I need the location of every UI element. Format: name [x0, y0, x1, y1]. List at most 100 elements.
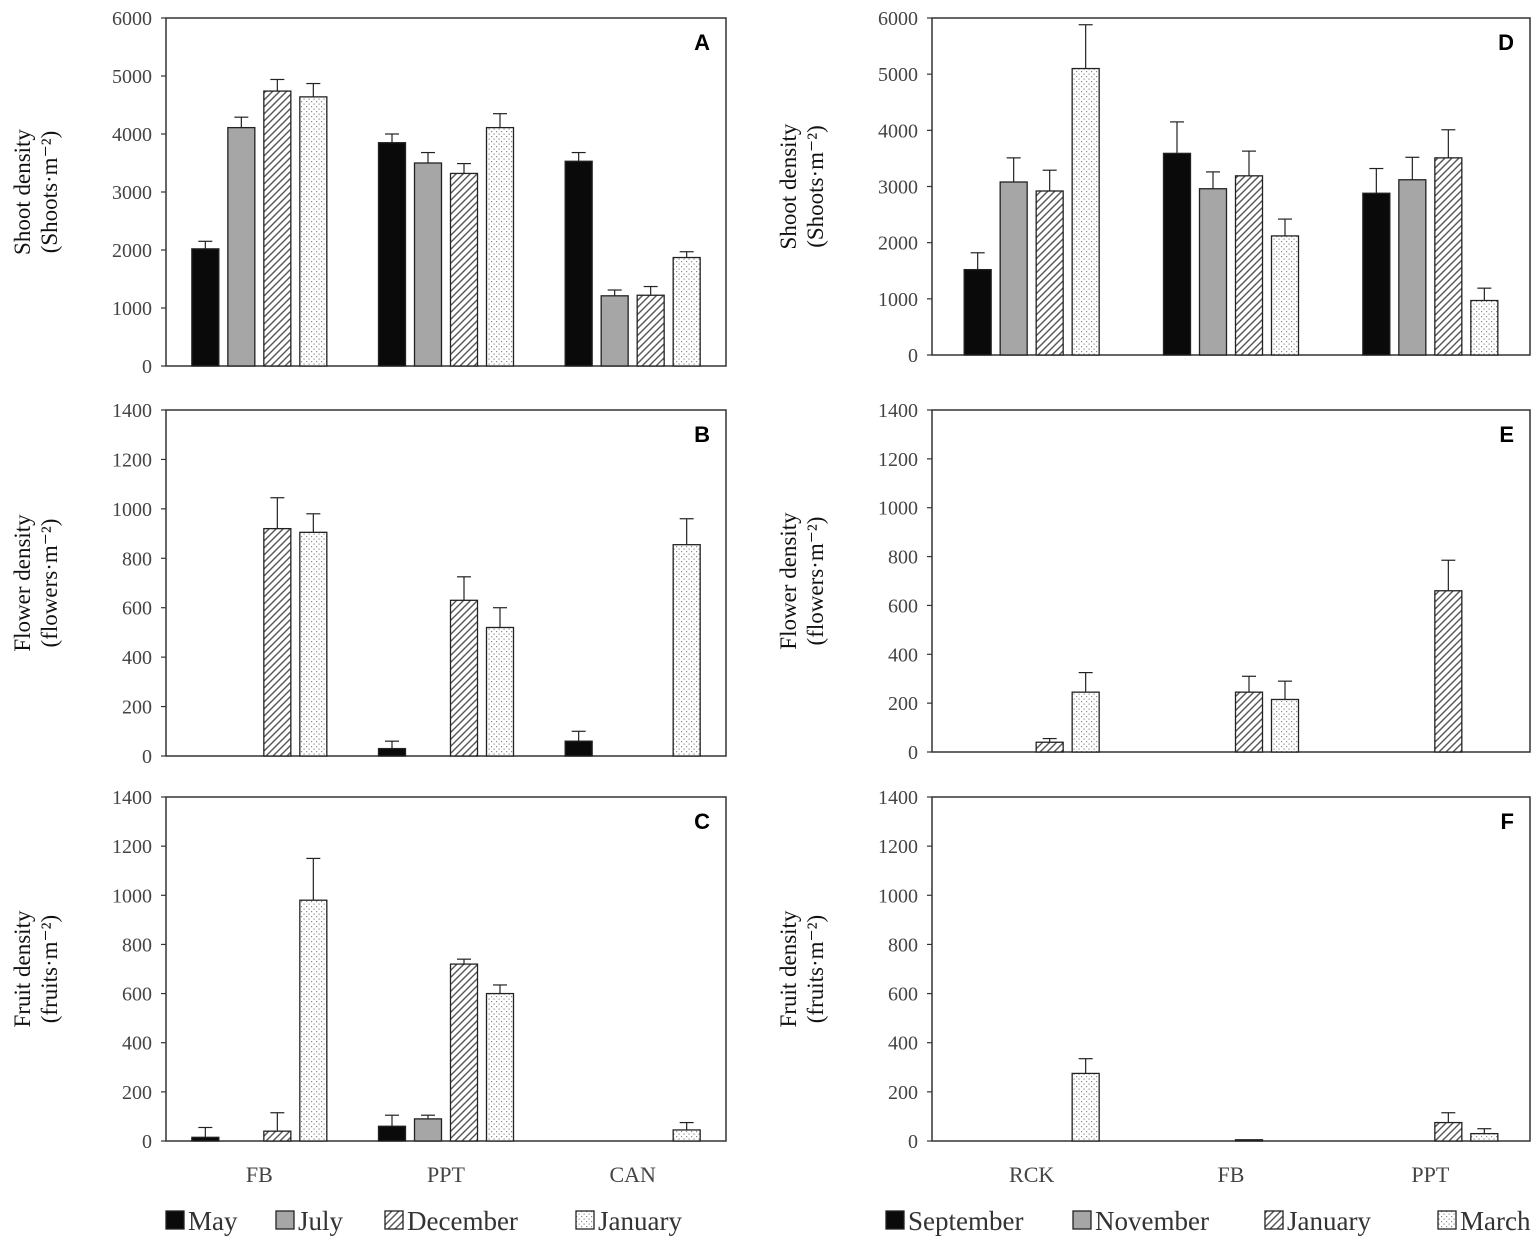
- legend-swatch-january: [575, 1210, 595, 1230]
- bar-fb-january: [1234, 1139, 1264, 1142]
- bar-can-january: [672, 544, 701, 757]
- y-tick-label: 200: [122, 1082, 152, 1104]
- bar-fb-september: [1162, 152, 1192, 356]
- y-tick-label: 0: [142, 1131, 152, 1153]
- y-tick-label: 1200: [112, 449, 152, 471]
- y-tick-label: 0: [908, 742, 918, 764]
- panel-letter: A: [694, 30, 710, 55]
- bar-ppt-january: [1434, 1121, 1463, 1142]
- y-tick-label: 1400: [878, 787, 918, 809]
- y-tick-label: 600: [122, 598, 152, 620]
- bar-ppt-may: [377, 142, 407, 367]
- y-tick-label: 4000: [878, 120, 918, 142]
- y-tick-label: 0: [142, 746, 152, 768]
- legend-label-december: December: [407, 1206, 518, 1236]
- bar-ppt-january: [1434, 590, 1463, 753]
- legend-swatch-march: [1437, 1210, 1457, 1230]
- bar-fb-march: [1270, 698, 1300, 753]
- legend-2: September November January March: [885, 1206, 1531, 1236]
- legend-swatch-september: [885, 1210, 905, 1230]
- y-axis-unit-label: (Shoots·m⁻²): [37, 131, 62, 254]
- bar-ppt-may: [377, 747, 407, 757]
- bar-fb-december: [263, 1130, 292, 1142]
- y-axis-label: Flower density: [776, 512, 801, 650]
- bar-fb-july: [227, 126, 256, 367]
- y-tick-label: 2000: [878, 233, 918, 255]
- x-category-label: FB: [1218, 1162, 1245, 1187]
- bar-ppt-may: [377, 1125, 407, 1142]
- bar-ppt-september: [1362, 192, 1391, 356]
- legend-swatch-november: [1072, 1210, 1092, 1230]
- bar-fb-december: [263, 90, 292, 367]
- y-tick-label: 200: [888, 1082, 918, 1104]
- panel-e: 0 200 400 600 800 1000 1200 1400 Flower density(…: [776, 400, 1531, 764]
- bar-fb-january: [1234, 175, 1264, 356]
- y-tick-label: 1400: [112, 787, 152, 809]
- bar-rck-january: [1035, 190, 1064, 356]
- y-tick-label: 1200: [878, 449, 918, 471]
- y-tick-label: 400: [122, 647, 152, 669]
- y-axis-unit-label: (fruits·m⁻²): [37, 915, 62, 1023]
- panel-letter: B: [694, 422, 710, 447]
- bar-rck-march: [1071, 67, 1100, 356]
- y-axis-label: Fruit density: [10, 910, 35, 1027]
- y-axis-unit-label: (flowers·m⁻²): [37, 519, 62, 648]
- bar-fb-january: [299, 96, 328, 367]
- y-tick-label: 400: [888, 644, 918, 666]
- bar-ppt-july: [413, 1118, 443, 1142]
- bar-ppt-january: [485, 626, 515, 757]
- panel-f: 0 200 400 600 800 1000 1200 1400 Fruit density (f…: [776, 787, 1531, 1187]
- legend-swatch-july: [275, 1210, 295, 1230]
- y-tick-label: 1200: [112, 836, 152, 858]
- bar-fb-march: [1270, 235, 1300, 356]
- y-tick-label: 400: [122, 1033, 152, 1055]
- bar-fb-november: [1198, 188, 1228, 356]
- y-tick-label: 5000: [112, 66, 152, 88]
- y-tick-label: 1400: [112, 400, 152, 422]
- legend-swatch-may: [165, 1210, 185, 1230]
- y-tick-label: 0: [908, 345, 918, 367]
- legend-label-january: January: [598, 1206, 682, 1236]
- bar-can-january: [672, 256, 701, 367]
- bar-rck-november: [999, 181, 1028, 356]
- bar-can-may: [564, 740, 593, 757]
- bar-ppt-january: [485, 126, 515, 367]
- legend-label-march: March: [1460, 1206, 1531, 1236]
- y-tick-label: 400: [888, 1033, 918, 1055]
- y-tick-label: 1000: [112, 298, 152, 320]
- bar-ppt-march: [1470, 1132, 1499, 1142]
- plot-frame: [931, 796, 1531, 1142]
- y-tick-label: 800: [888, 934, 918, 956]
- y-axis-unit-label: (flowers·m⁻²): [803, 517, 828, 646]
- bar-fb-may: [191, 248, 220, 367]
- x-category-label: PPT: [1411, 1162, 1449, 1187]
- legend-swatch-december: [384, 1210, 404, 1230]
- y-tick-label: 3000: [878, 177, 918, 199]
- x-category-label: FB: [246, 1162, 273, 1187]
- y-tick-label: 0: [908, 1131, 918, 1153]
- legend-label-may: May: [188, 1206, 238, 1236]
- y-tick-label: 200: [122, 697, 152, 719]
- legend-swatch-january: [1264, 1210, 1284, 1230]
- y-axis-label: Fruit density: [776, 910, 801, 1027]
- y-tick-label: 3000: [112, 182, 152, 204]
- bar-fb-december: [263, 527, 292, 757]
- panel-letter: C: [694, 809, 710, 834]
- y-tick-label: 6000: [878, 8, 918, 30]
- bar-ppt-november: [1398, 179, 1427, 356]
- y-tick-label: 0: [142, 356, 152, 378]
- y-tick-label: 800: [888, 547, 918, 569]
- bar-rck-september: [963, 268, 992, 356]
- bar-can-may: [564, 160, 593, 367]
- y-tick-label: 600: [122, 984, 152, 1006]
- y-tick-label: 6000: [112, 8, 152, 30]
- bar-ppt-december: [449, 172, 479, 367]
- y-axis-label: Flower density: [10, 514, 35, 652]
- panel-d: 0 1000 2000 3000 4000 5000 6000 Shoot density (S…: [776, 8, 1531, 367]
- y-tick-label: 1000: [112, 885, 152, 907]
- bar-ppt-july: [413, 162, 443, 367]
- y-tick-label: 5000: [878, 64, 918, 86]
- bar-fb-january: [1234, 691, 1264, 753]
